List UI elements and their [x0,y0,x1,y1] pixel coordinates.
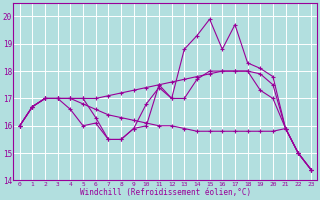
X-axis label: Windchill (Refroidissement éolien,°C): Windchill (Refroidissement éolien,°C) [80,188,251,197]
